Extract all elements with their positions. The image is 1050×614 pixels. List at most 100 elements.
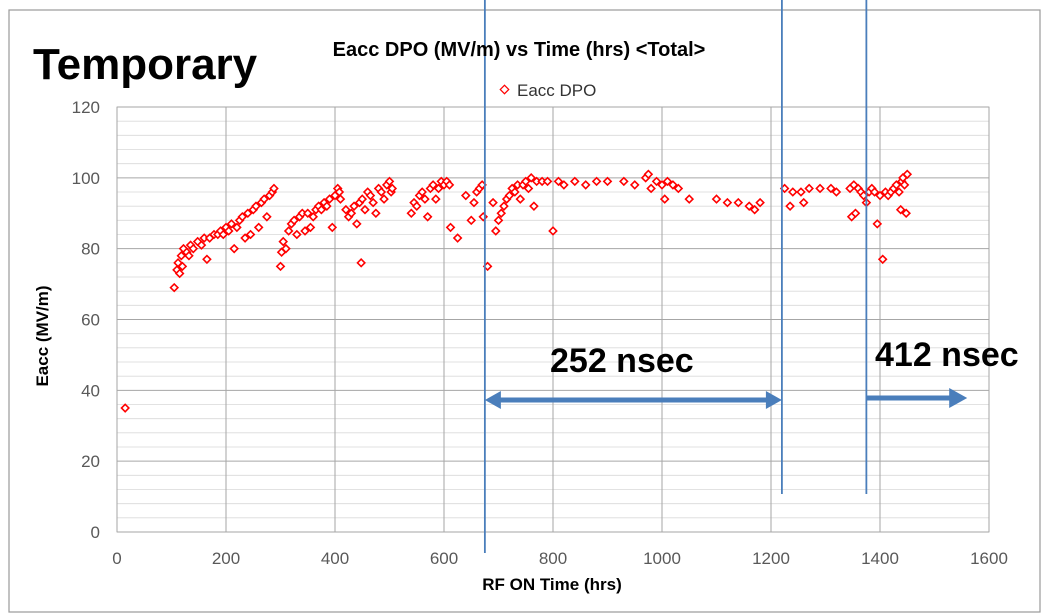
data-point bbox=[553, 176, 564, 187]
data-point bbox=[804, 183, 814, 194]
data-point bbox=[351, 219, 362, 229]
data-point bbox=[199, 233, 210, 243]
data-point bbox=[253, 222, 264, 233]
arrow-head-left bbox=[484, 391, 501, 409]
data-point bbox=[346, 208, 357, 219]
data-point bbox=[733, 197, 744, 208]
data-point bbox=[262, 211, 272, 222]
x-tick-label: 1000 bbox=[643, 549, 681, 568]
y-axis-ticks: 0 20 40 60 80 100 120 bbox=[72, 98, 100, 542]
y-axis-label: Eacc (MV/m) bbox=[33, 285, 52, 386]
data-point bbox=[499, 201, 509, 211]
data-point bbox=[580, 180, 591, 190]
data-point bbox=[371, 208, 381, 219]
y-tick-label: 20 bbox=[81, 452, 100, 471]
data-point bbox=[569, 176, 580, 187]
data-point bbox=[411, 201, 422, 211]
annotation-252-nsec: 252 nsec bbox=[550, 342, 694, 380]
slide-label: Temporary bbox=[33, 40, 258, 89]
data-point bbox=[537, 176, 547, 187]
data-point bbox=[444, 180, 455, 190]
data-point bbox=[796, 187, 806, 197]
grid-major bbox=[116, 106, 990, 533]
data-point bbox=[232, 222, 242, 233]
data-point bbox=[466, 215, 477, 226]
data-point bbox=[512, 180, 523, 190]
data-point bbox=[515, 194, 526, 204]
data-point bbox=[349, 201, 359, 211]
data-point bbox=[226, 219, 237, 229]
data-point bbox=[335, 194, 346, 204]
data-point bbox=[877, 254, 888, 265]
data-point bbox=[460, 190, 471, 201]
data-point bbox=[831, 187, 842, 197]
data-point bbox=[275, 261, 286, 272]
data-point bbox=[417, 187, 428, 197]
data-point bbox=[387, 183, 398, 194]
x-tick-label: 600 bbox=[430, 549, 458, 568]
data-point bbox=[327, 222, 338, 233]
data-point bbox=[188, 243, 199, 254]
data-point bbox=[297, 208, 308, 219]
x-tick-label: 400 bbox=[321, 549, 349, 568]
data-point bbox=[120, 403, 130, 413]
interval-arrows bbox=[484, 388, 968, 409]
data-point bbox=[496, 208, 507, 219]
data-point bbox=[643, 169, 654, 180]
data-point bbox=[657, 180, 667, 190]
x-tick-label: 1400 bbox=[861, 549, 899, 568]
y-tick-label: 40 bbox=[81, 381, 100, 400]
data-point bbox=[269, 183, 279, 194]
data-point bbox=[334, 187, 345, 197]
data-point bbox=[177, 261, 188, 272]
y-tick-label: 120 bbox=[72, 98, 100, 117]
data-point bbox=[289, 215, 299, 226]
data-point bbox=[379, 194, 389, 204]
data-point bbox=[875, 190, 885, 201]
data-point bbox=[433, 183, 444, 194]
data-point bbox=[316, 204, 327, 215]
data-point bbox=[357, 194, 368, 204]
data-point bbox=[356, 258, 366, 268]
data-point bbox=[490, 226, 501, 236]
arrow-head-right bbox=[949, 388, 968, 408]
data-point bbox=[895, 204, 906, 215]
data-point bbox=[504, 190, 515, 201]
data-point bbox=[376, 187, 387, 197]
data-point bbox=[384, 176, 395, 187]
data-point bbox=[422, 211, 433, 222]
data-point bbox=[308, 211, 319, 222]
data-point bbox=[281, 243, 291, 254]
data-point bbox=[420, 194, 430, 204]
marker-lines bbox=[483, 0, 868, 553]
data-point bbox=[673, 183, 684, 194]
y-tick-label: 60 bbox=[81, 311, 100, 330]
data-point bbox=[894, 187, 904, 197]
data-point bbox=[899, 180, 910, 190]
data-point bbox=[785, 201, 795, 211]
series-eacc-dpo bbox=[120, 169, 913, 413]
data-point bbox=[176, 250, 187, 261]
data-point bbox=[452, 233, 463, 243]
data-point bbox=[548, 226, 558, 236]
legend: Eacc DPO bbox=[499, 81, 596, 100]
data-point bbox=[360, 204, 370, 215]
arrow-head-right bbox=[765, 391, 782, 409]
data-point bbox=[684, 194, 695, 204]
data-point bbox=[240, 233, 250, 243]
data-point bbox=[469, 197, 479, 208]
data-point bbox=[305, 222, 316, 233]
data-point bbox=[223, 226, 234, 236]
data-point bbox=[259, 194, 269, 204]
data-point bbox=[629, 180, 640, 190]
data-point bbox=[850, 208, 861, 219]
data-point bbox=[659, 194, 670, 204]
data-point bbox=[406, 208, 417, 219]
x-tick-label: 0 bbox=[112, 549, 121, 568]
x-tick-label: 1600 bbox=[970, 549, 1008, 568]
data-point bbox=[431, 194, 441, 204]
data-point bbox=[324, 194, 335, 204]
data-point bbox=[302, 208, 313, 219]
data-point bbox=[542, 176, 553, 187]
